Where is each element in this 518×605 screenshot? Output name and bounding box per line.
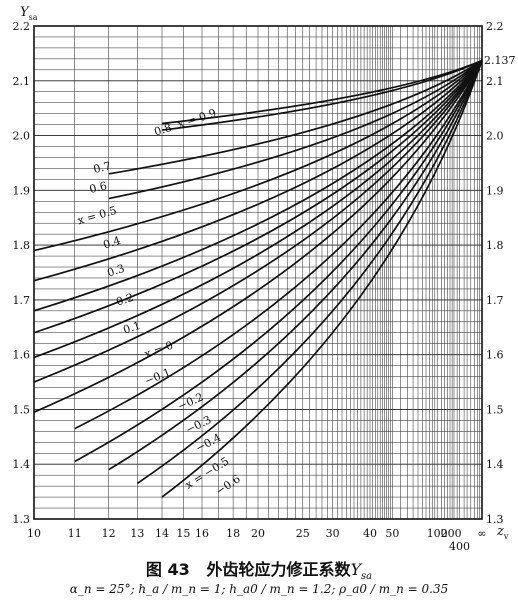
x-tick-label: 14: [155, 527, 169, 540]
x-tick-label: 13: [130, 527, 144, 540]
plot-frame: [33, 25, 483, 520]
series-line: [108, 60, 483, 471]
y-tick-label: 1.3: [13, 513, 31, 526]
plot-border: [33, 25, 483, 520]
y-tick-label: 1.5: [13, 403, 31, 416]
curves: [33, 59, 483, 498]
x-tick-label: 25: [296, 527, 310, 540]
series-label: x = 0: [143, 339, 175, 361]
right-y-tick-label: 1.4: [486, 458, 504, 471]
series-label: −0.6: [213, 472, 242, 498]
series-line: [74, 60, 483, 463]
x-axis-label: zv: [496, 524, 509, 541]
y-tick-label: 2.0: [13, 130, 31, 143]
series-line: [33, 60, 483, 383]
right-y-tick-label: 2.2: [486, 20, 504, 33]
series-line: [161, 59, 483, 125]
right-y-tick-label: 1.9: [486, 184, 504, 197]
right-y-tick-label: 1.6: [486, 349, 504, 362]
series-label: 0.1: [122, 319, 143, 337]
y-tick-label: 1.9: [13, 184, 31, 197]
right-y-tick-label: 1.7: [486, 294, 504, 307]
series-label: 0.3: [106, 262, 127, 280]
series-line: [33, 60, 483, 359]
x-extra-label-400: 400: [449, 540, 470, 550]
series-label: 0.4: [102, 234, 123, 252]
series-line: [136, 60, 483, 485]
figure-conditions: α_n = 25°; h_a / m_n = 1; h_a0 / m_n = 1…: [69, 582, 449, 596]
y-axis-label: Ysa: [20, 5, 38, 22]
x-tick-label: 100: [427, 527, 448, 540]
series-line: [108, 59, 483, 175]
series-line: [33, 59, 483, 252]
y-tick-label: 1.7: [13, 294, 31, 307]
x-tick-label: 16: [195, 527, 209, 540]
x-tick-label: 12: [102, 527, 116, 540]
series-label: 0.2: [115, 291, 136, 309]
series-line: [33, 60, 483, 413]
series-label: −0.1: [143, 366, 173, 388]
series-label: 0.6: [88, 179, 108, 196]
x-tick-label: 10: [27, 527, 41, 540]
right-y-tick-label: 1.5: [486, 403, 504, 416]
series-line: [161, 59, 483, 131]
y-tick-label: 1.6: [13, 349, 31, 362]
x-tick-label: ∞: [477, 527, 486, 540]
right-y-tick-label: 1.3: [486, 513, 504, 526]
y-tick-label: 2.1: [13, 75, 31, 88]
y-tick-label: 1.8: [13, 239, 31, 252]
right-y-tick-label: 2.1: [486, 75, 504, 88]
x-tick-label: 40: [363, 527, 377, 540]
series-line: [161, 60, 483, 498]
figure-number: 图 43: [145, 560, 190, 579]
series-line: [33, 59, 483, 312]
series-line: [33, 59, 483, 334]
right-y-tick-label: 2.0: [486, 130, 504, 143]
x-tick-label: 11: [68, 527, 82, 540]
series-line: [33, 59, 483, 282]
tick-labels: 1.3 1.4 1.5 1.6 1.7 1.8 1.9 2.0 2.1 2.2 1.3 1.4 1.5 1…: [13, 20, 504, 540]
y-tick-label: 1.4: [13, 458, 31, 471]
series-label: 0.7: [92, 159, 112, 176]
x-tick-label: 200: [441, 527, 462, 540]
x-tick-label: 30: [326, 527, 340, 540]
x-tick-label: 15: [176, 527, 190, 540]
series-label: x = 0.5: [76, 204, 118, 228]
y-tick-label: 2.2: [13, 20, 31, 33]
series-line: [108, 59, 483, 200]
series-line: [74, 60, 483, 430]
series-label: x = 0.9: [176, 106, 218, 131]
series-label: 0.8: [153, 121, 174, 139]
figure-title: 图 43 外齿轮应力修正系数Ysa: [0, 556, 518, 582]
x-tick-label: 18: [226, 527, 240, 540]
x-tick-label: 20: [251, 527, 265, 540]
grid: [33, 25, 482, 520]
figure-title-text: 外齿轮应力修正系数: [206, 560, 351, 579]
right-y-tick-label: 1.8: [486, 239, 504, 252]
chart-svg: 1.3 1.4 1.5 1.6 1.7 1.8 1.9 2.0 2.1 2.2 1.3 1.4 1.5 1…: [13, 5, 516, 550]
x-tick-label: 50: [385, 527, 399, 540]
limit-annotation: 2.137: [484, 54, 516, 67]
figure-title-symbol: Ysa: [350, 560, 373, 583]
